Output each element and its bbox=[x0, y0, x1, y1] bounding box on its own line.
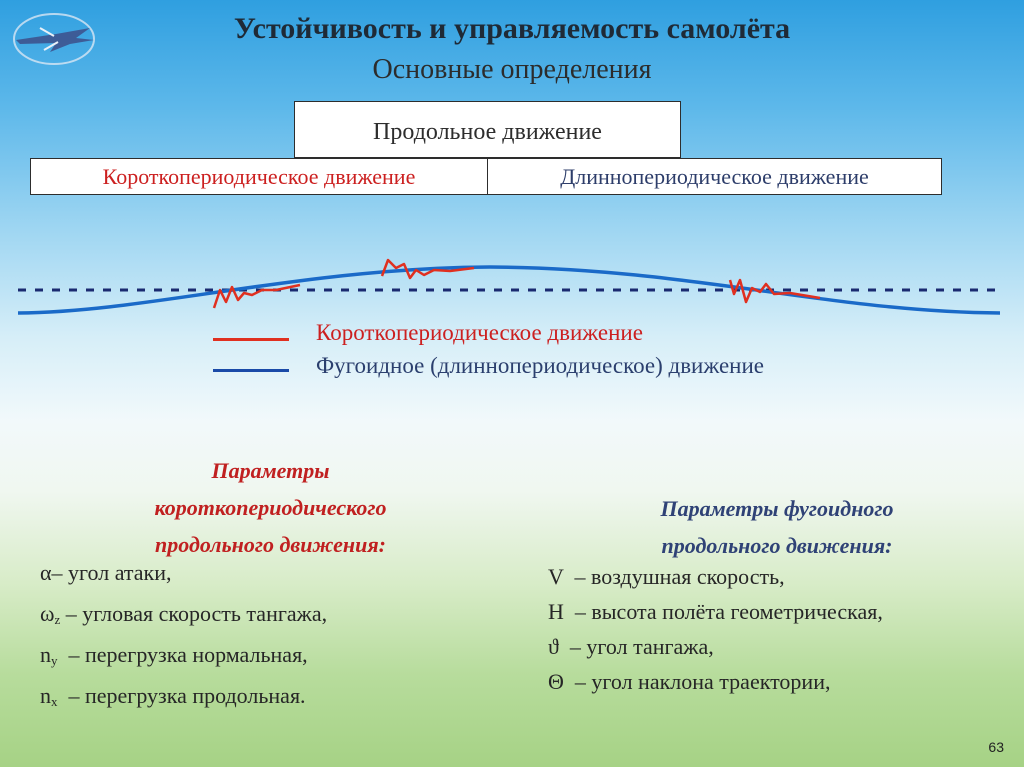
param-nx: nx – перегрузка продольная. bbox=[40, 683, 306, 709]
longitudinal-motion-box: Продольное движение bbox=[294, 101, 681, 158]
long-period-motion-box: Длиннопериодическое движение bbox=[487, 158, 942, 195]
param-theta: Θ – угол наклона траектории, bbox=[548, 669, 831, 694]
short-period-params-heading: Параметры короткопериодического продольн… bbox=[154, 458, 387, 557]
legend-phugoid-swatch bbox=[213, 369, 289, 372]
short-period-oscillation-center bbox=[380, 258, 475, 280]
page-subtitle: Основные определения bbox=[372, 54, 652, 85]
legend-short-period-swatch bbox=[213, 338, 289, 341]
legend-phugoid-label: Фугоидное (длиннопериодическое) движение bbox=[316, 353, 764, 378]
short-period-oscillation-left bbox=[212, 283, 301, 309]
page-title: Устойчивость и управляемость самолёта bbox=[233, 12, 791, 45]
param-pitch: ϑ – угол тангажа, bbox=[548, 634, 714, 659]
short-period-params-list: α– угол атаки, ωz – угловая скорость тан… bbox=[40, 555, 327, 719]
short-period-oscillation-right bbox=[728, 278, 821, 304]
short-period-motion-box: Короткопериодическое движение bbox=[30, 158, 488, 195]
page-number: 63 bbox=[988, 739, 1004, 755]
phugoid-trajectory-curve bbox=[17, 265, 1001, 315]
phugoid-params-heading: Параметры фугоидного продольного движени… bbox=[660, 496, 894, 558]
param-omega-z: ωz – угловая скорость тангажа, bbox=[40, 601, 328, 627]
airplane-logo-icon bbox=[13, 13, 95, 65]
phugoid-params-list: V – воздушная скорость, H – высота полёт… bbox=[548, 559, 883, 699]
legend-short-period-label: Короткопериодическое движение bbox=[316, 320, 643, 345]
param-v: V – воздушная скорость, bbox=[548, 564, 785, 589]
param-h: H – высота полёта геометрическая, bbox=[548, 599, 883, 624]
motion-trajectory-illustration bbox=[17, 258, 1001, 315]
param-alpha: α– угол атаки, bbox=[40, 560, 172, 585]
param-ny: ny – перегрузка нормальная, bbox=[40, 642, 308, 668]
